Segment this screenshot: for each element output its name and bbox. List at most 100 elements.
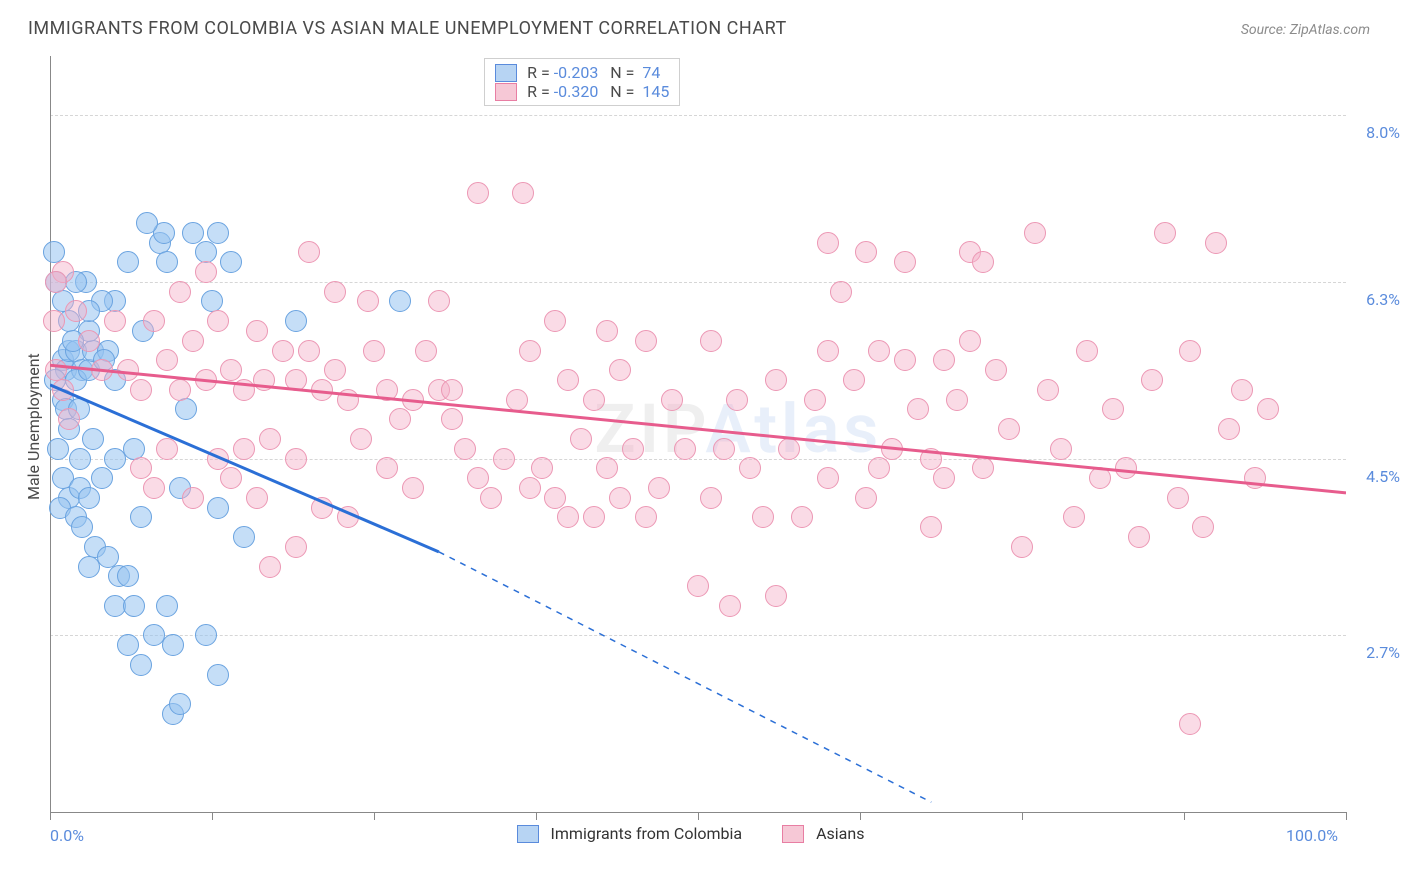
data-point-asians bbox=[402, 389, 424, 411]
data-point-colombia bbox=[175, 398, 197, 420]
data-point-asians bbox=[428, 290, 450, 312]
x-tick-mark bbox=[698, 812, 699, 820]
data-point-asians bbox=[817, 340, 839, 362]
data-point-asians bbox=[389, 408, 411, 430]
data-point-asians bbox=[1167, 487, 1189, 509]
data-point-colombia bbox=[117, 565, 139, 587]
data-point-asians bbox=[713, 438, 735, 460]
data-point-asians bbox=[635, 330, 657, 352]
legend-row: R = -0.320 N = 145 bbox=[495, 82, 669, 101]
data-point-asians bbox=[998, 418, 1020, 440]
data-point-asians bbox=[674, 438, 696, 460]
data-point-asians bbox=[441, 379, 463, 401]
data-point-asians bbox=[1128, 526, 1150, 548]
data-point-colombia bbox=[104, 448, 126, 470]
data-point-asians bbox=[817, 467, 839, 489]
x-tick-mark bbox=[50, 812, 51, 820]
x-tick-mark bbox=[1022, 812, 1023, 820]
data-point-asians bbox=[233, 438, 255, 460]
data-point-asians bbox=[143, 310, 165, 332]
data-point-asians bbox=[402, 477, 424, 499]
x-tick-mark bbox=[860, 812, 861, 820]
data-point-colombia bbox=[47, 438, 69, 460]
data-point-asians bbox=[1205, 232, 1227, 254]
data-point-asians bbox=[791, 506, 813, 528]
data-point-asians bbox=[311, 497, 333, 519]
data-point-asians bbox=[1244, 467, 1266, 489]
data-point-asians bbox=[557, 506, 579, 528]
data-point-asians bbox=[907, 398, 929, 420]
data-point-asians bbox=[946, 389, 968, 411]
data-point-asians bbox=[868, 340, 890, 362]
data-point-asians bbox=[959, 330, 981, 352]
legend-text: R = -0.203 N = 74 bbox=[527, 63, 660, 82]
data-point-colombia bbox=[162, 634, 184, 656]
data-point-colombia bbox=[207, 222, 229, 244]
data-point-asians bbox=[719, 595, 741, 617]
data-point-asians bbox=[285, 536, 307, 558]
data-point-asians bbox=[519, 477, 541, 499]
data-point-colombia bbox=[123, 595, 145, 617]
data-point-asians bbox=[830, 281, 852, 303]
data-point-asians bbox=[596, 457, 618, 479]
data-point-asians bbox=[259, 556, 281, 578]
x-tick-mark bbox=[1184, 812, 1185, 820]
data-point-colombia bbox=[285, 310, 307, 332]
data-point-asians bbox=[512, 182, 534, 204]
y-tick-label: 6.3% bbox=[1340, 290, 1400, 309]
x-tick-mark bbox=[374, 812, 375, 820]
data-point-colombia bbox=[207, 664, 229, 686]
data-point-asians bbox=[933, 349, 955, 371]
correlation-legend: R = -0.203 N = 74R = -0.320 N = 145 bbox=[484, 58, 680, 106]
data-point-asians bbox=[855, 487, 877, 509]
data-point-asians bbox=[376, 379, 398, 401]
legend-row: R = -0.203 N = 74 bbox=[495, 63, 669, 82]
data-point-asians bbox=[104, 310, 126, 332]
data-point-asians bbox=[156, 349, 178, 371]
data-point-asians bbox=[519, 340, 541, 362]
data-point-asians bbox=[259, 428, 281, 450]
data-point-asians bbox=[493, 448, 515, 470]
data-point-asians bbox=[195, 261, 217, 283]
data-point-asians bbox=[609, 359, 631, 381]
data-point-asians bbox=[1257, 398, 1279, 420]
y-axis-label: Male Unemployment bbox=[24, 353, 43, 500]
data-point-colombia bbox=[91, 467, 113, 489]
series-legend: Immigrants from ColombiaAsians bbox=[517, 824, 893, 843]
x-tick-mark bbox=[536, 812, 537, 820]
data-point-asians bbox=[570, 428, 592, 450]
gridline bbox=[50, 282, 1346, 283]
data-point-asians bbox=[985, 359, 1007, 381]
data-point-colombia bbox=[195, 624, 217, 646]
data-point-asians bbox=[648, 477, 670, 499]
data-point-colombia bbox=[220, 251, 242, 273]
data-point-asians bbox=[920, 516, 942, 538]
data-point-asians bbox=[65, 300, 87, 322]
data-point-asians bbox=[868, 457, 890, 479]
y-tick-label: 2.7% bbox=[1340, 643, 1400, 662]
data-point-asians bbox=[169, 379, 191, 401]
data-point-asians bbox=[765, 585, 787, 607]
data-point-asians bbox=[1179, 713, 1201, 735]
data-point-asians bbox=[739, 457, 761, 479]
y-tick-label: 4.5% bbox=[1340, 467, 1400, 486]
data-point-asians bbox=[195, 369, 217, 391]
data-point-asians bbox=[1192, 516, 1214, 538]
data-point-asians bbox=[933, 467, 955, 489]
data-point-asians bbox=[143, 477, 165, 499]
data-point-asians bbox=[855, 241, 877, 263]
data-point-asians bbox=[700, 330, 722, 352]
data-point-asians bbox=[78, 330, 100, 352]
legend-swatch bbox=[517, 825, 539, 843]
data-point-asians bbox=[1141, 369, 1163, 391]
data-point-asians bbox=[285, 369, 307, 391]
data-point-asians bbox=[1050, 438, 1072, 460]
data-point-asians bbox=[182, 330, 204, 352]
data-point-colombia bbox=[233, 526, 255, 548]
data-point-colombia bbox=[69, 448, 91, 470]
data-point-colombia bbox=[207, 497, 229, 519]
data-point-asians bbox=[156, 438, 178, 460]
data-point-asians bbox=[894, 349, 916, 371]
data-point-asians bbox=[480, 487, 502, 509]
data-point-colombia bbox=[71, 516, 93, 538]
